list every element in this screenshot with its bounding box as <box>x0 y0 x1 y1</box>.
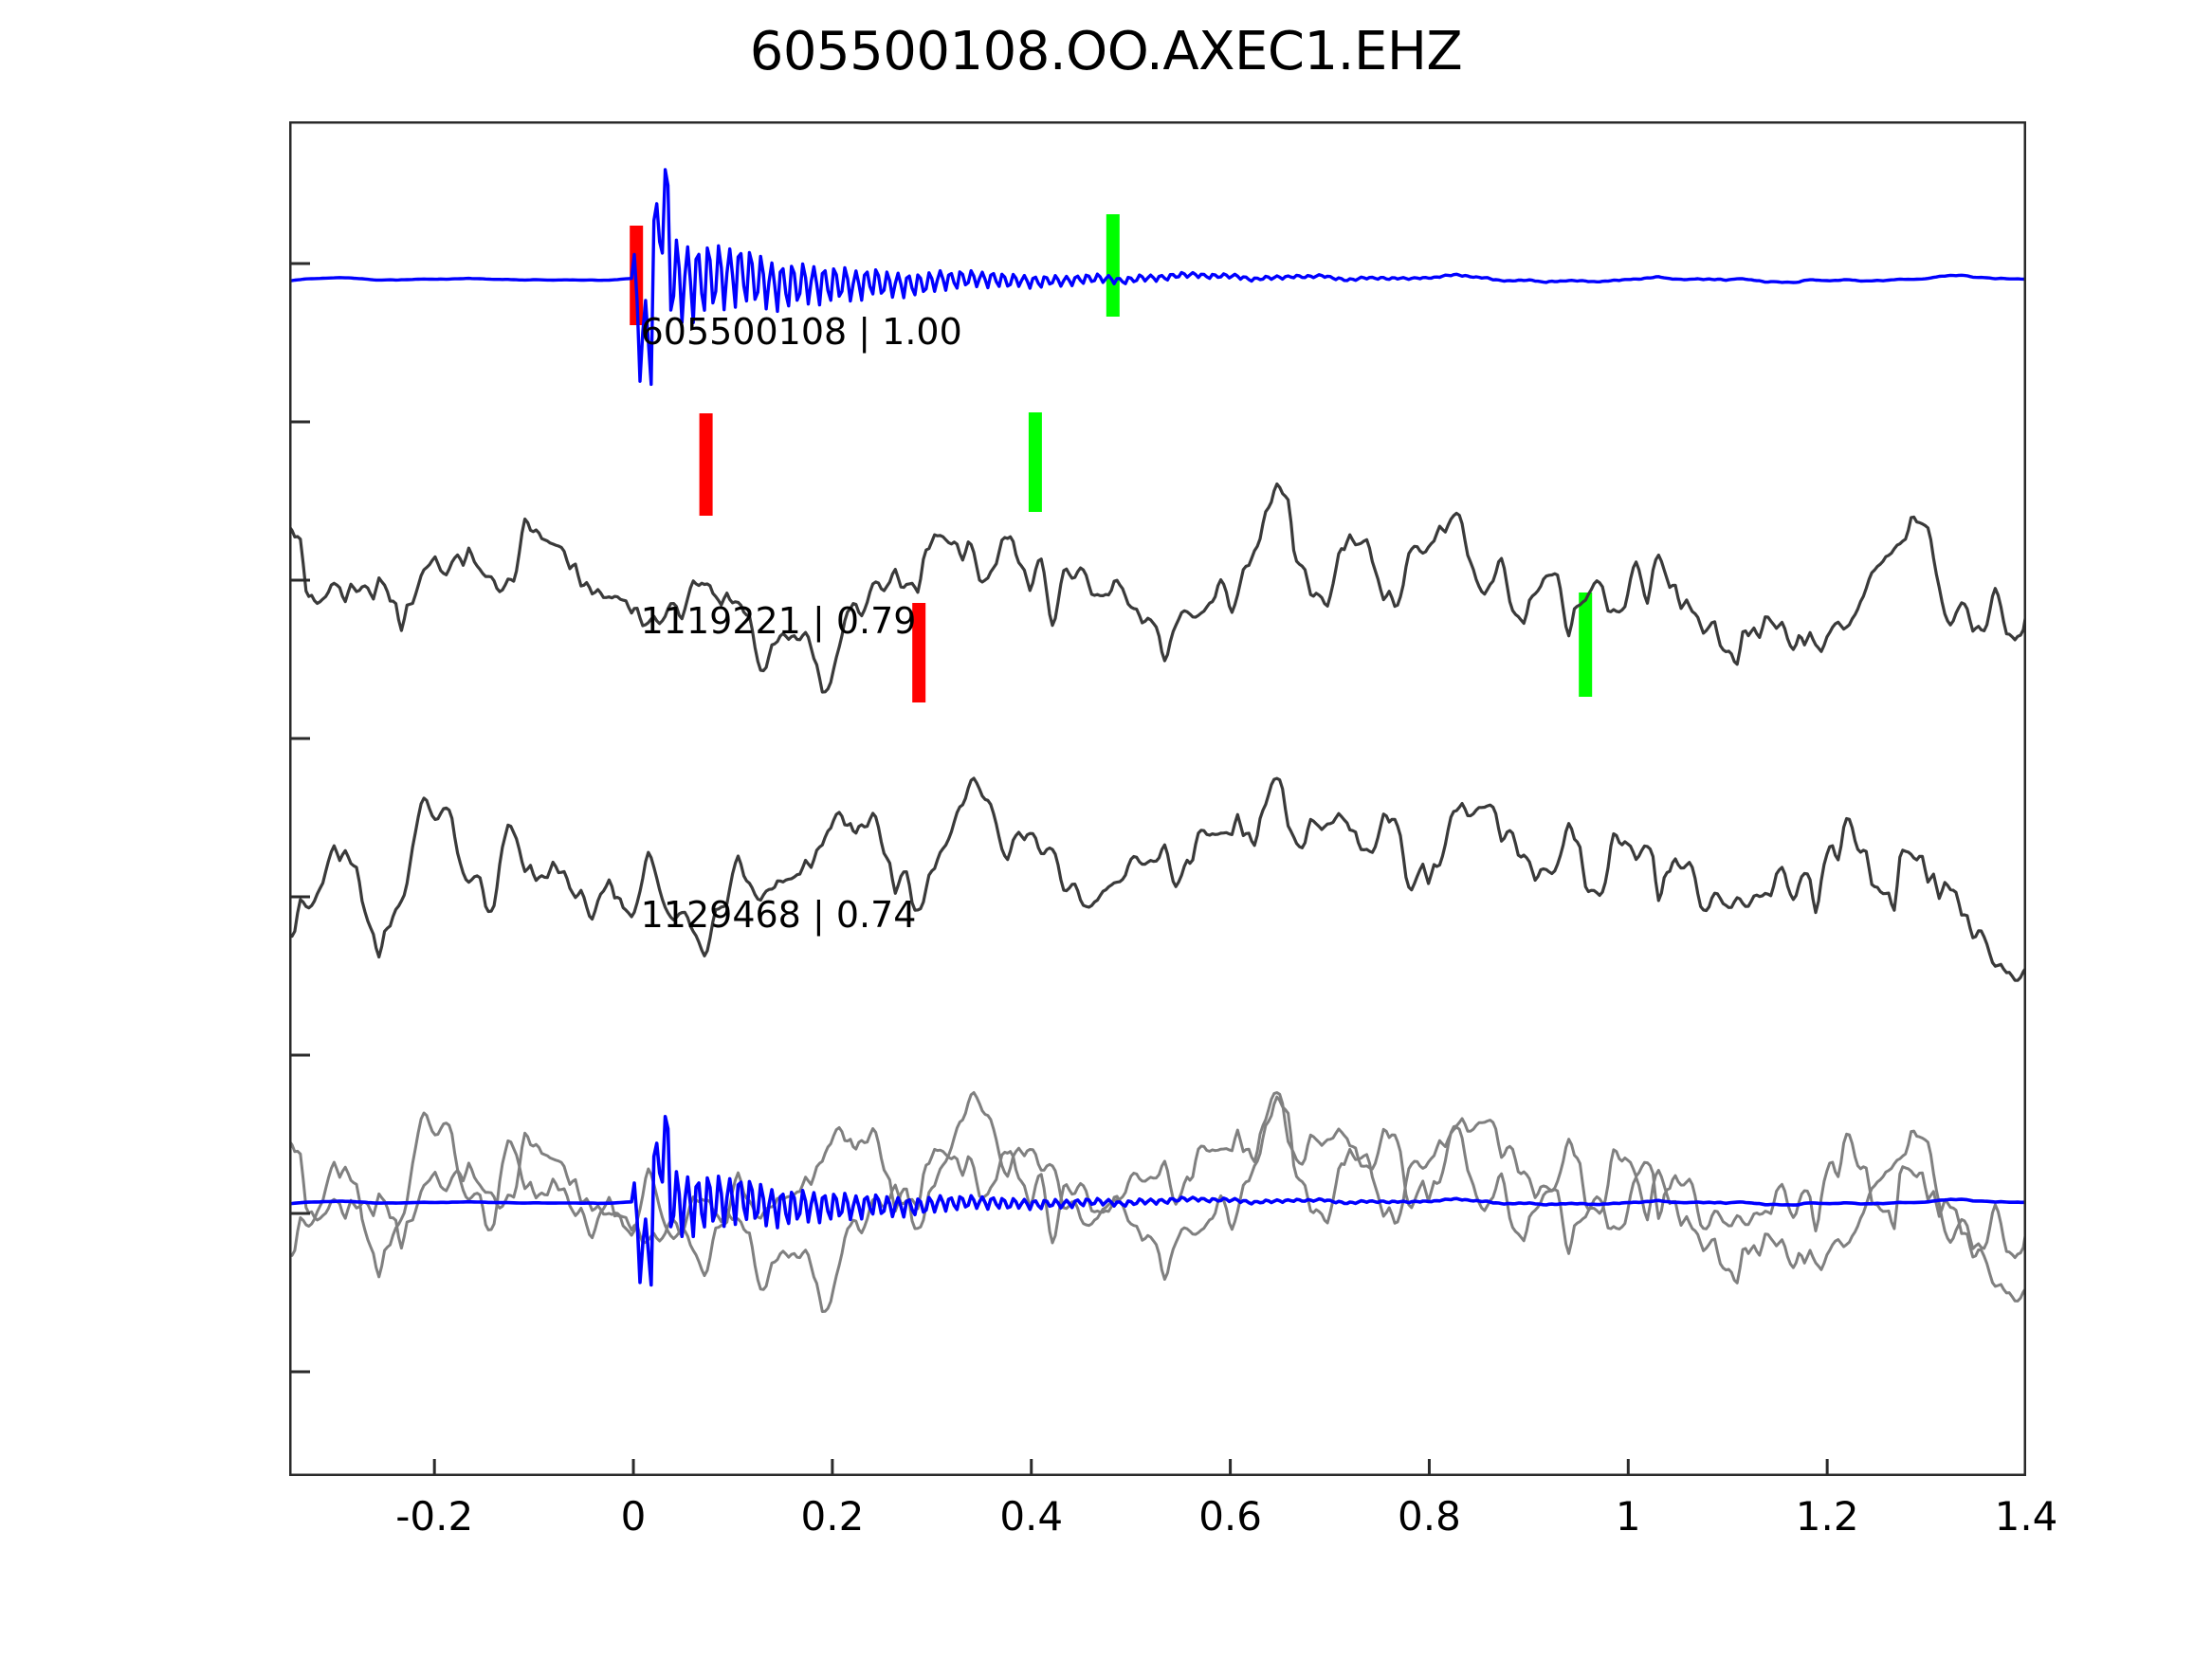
p-pick-marker <box>912 603 926 702</box>
s-pick-marker <box>1579 592 1593 697</box>
plot-border <box>289 121 2026 1476</box>
page-title: 605500108.OO.AXEC1.EHZ <box>749 21 1463 82</box>
x-axis-tick-label: -0.2 <box>395 1493 474 1540</box>
x-axis-tick-label: 0.8 <box>1398 1493 1461 1540</box>
waveform-trace <box>289 1091 2026 1303</box>
waveform-trace <box>289 168 2026 387</box>
waveform-trace <box>289 482 2026 694</box>
s-pick-marker <box>1106 214 1120 317</box>
x-axis-tick-label: 0.2 <box>800 1493 865 1540</box>
x-axis-tick-label: 0.6 <box>1198 1493 1262 1540</box>
p-pick-marker <box>699 413 713 516</box>
x-axis-tick-label: 0 <box>620 1493 647 1540</box>
trace-label-1129468: 1129468 | 0.74 <box>640 894 917 936</box>
waveform-trace <box>289 1115 2026 1287</box>
x-axis-tick-label: 1.2 <box>1795 1493 1859 1540</box>
plot-background <box>289 121 2026 1476</box>
pick-markers-layer <box>630 214 1593 702</box>
s-pick-marker <box>1028 412 1042 512</box>
x-axis-tick-label: 0.4 <box>999 1493 1064 1540</box>
trace-label-1119221: 1119221 | 0.79 <box>640 600 917 642</box>
axis-ticks-layer <box>289 262 2026 1476</box>
plot-area: 605500108 | 1.00 1119221 | 0.79 1129468 … <box>289 121 2026 1476</box>
x-axis-tick-label: 1 <box>1615 1493 1641 1540</box>
trace-label-605500108: 605500108 | 1.00 <box>640 311 962 353</box>
waveform-trace <box>289 1095 2026 1313</box>
x-axis-tick-label: 1.4 <box>1994 1493 2058 1540</box>
waveform-canvas <box>289 121 2026 1476</box>
waveform-trace <box>289 776 2026 982</box>
waveform-traces-layer <box>289 168 2026 1313</box>
